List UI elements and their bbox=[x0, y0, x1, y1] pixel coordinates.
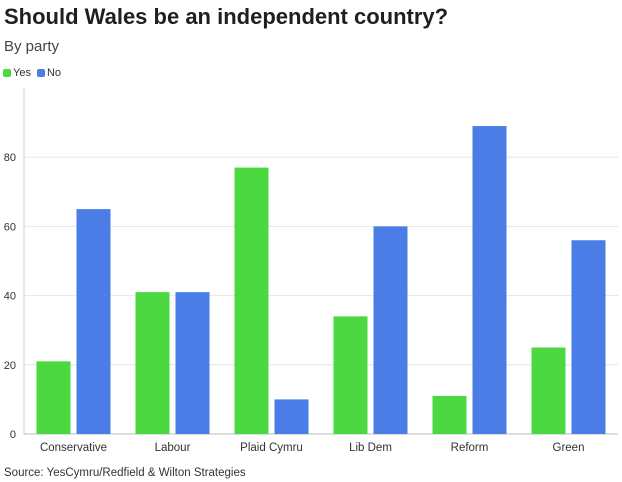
x-tick-label: Labour bbox=[155, 442, 191, 454]
bar-no bbox=[472, 126, 507, 434]
bar-no bbox=[76, 209, 111, 434]
chart-subtitle: By party bbox=[4, 38, 60, 55]
bar-yes bbox=[432, 395, 467, 434]
y-tick-label: 80 bbox=[4, 152, 16, 164]
chart-title: Should Wales be an independent country? bbox=[4, 4, 449, 29]
bar-no bbox=[175, 292, 210, 434]
y-tick-label: 60 bbox=[4, 221, 16, 233]
bar-no bbox=[274, 399, 309, 434]
legend: Yes No bbox=[3, 67, 61, 79]
y-tick-label: 0 bbox=[10, 429, 16, 441]
x-tick-label: Conservative bbox=[40, 442, 107, 454]
bar-yes bbox=[234, 167, 269, 434]
legend-item-no: No bbox=[36, 67, 62, 79]
bar-no bbox=[571, 240, 606, 434]
bar-yes bbox=[36, 361, 71, 434]
legend-swatch-yes bbox=[3, 69, 11, 77]
legend-label-no: No bbox=[46, 67, 62, 79]
x-tick-label: Lib Dem bbox=[349, 442, 392, 454]
y-tick-label: 40 bbox=[4, 291, 16, 303]
source-note: Source: YesCymru/Redfield & Wilton Strat… bbox=[4, 467, 246, 479]
bar-yes bbox=[135, 292, 170, 434]
x-tick-label: Reform bbox=[451, 442, 489, 454]
x-tick-label: Green bbox=[553, 442, 585, 454]
bar-no bbox=[373, 226, 408, 434]
x-tick-label: Plaid Cymru bbox=[240, 442, 303, 454]
y-tick-label: 20 bbox=[4, 360, 16, 372]
legend-swatch-no bbox=[36, 69, 45, 77]
bar-yes bbox=[531, 347, 566, 434]
legend-label-yes: Yes bbox=[13, 67, 31, 79]
bar-yes bbox=[333, 316, 368, 434]
legend-item-yes: Yes bbox=[3, 67, 31, 79]
